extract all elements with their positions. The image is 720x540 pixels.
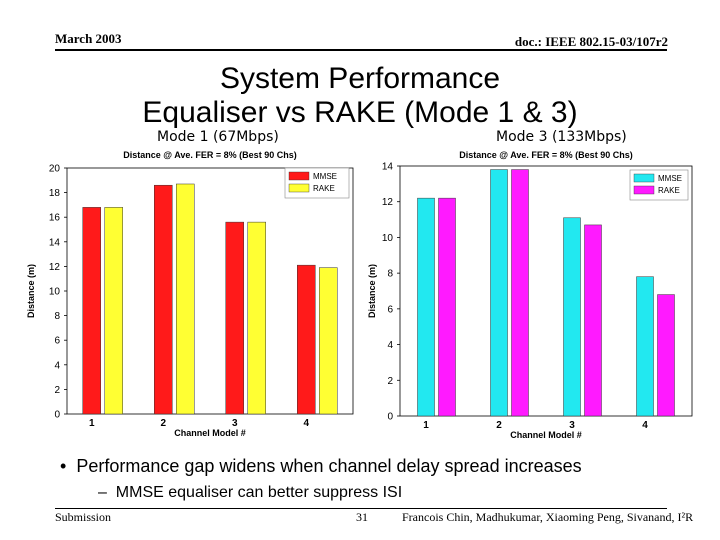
- footer-page-number: 31: [356, 510, 368, 524]
- bullet-text: Performance gap widens when channel dela…: [76, 456, 582, 476]
- y-tick-label: 8: [54, 311, 60, 322]
- sub-bullet-point: – MMSE equaliser can better suppress ISI: [98, 484, 403, 501]
- footer-authors: Francois Chin, Madhukumar, Xiaoming Peng…: [402, 510, 694, 524]
- y-tick-label: 2: [54, 385, 60, 396]
- legend-label-rake: RAKE: [313, 184, 335, 193]
- y-axis-label: Distance (m): [367, 264, 377, 318]
- y-tick-label: 10: [49, 287, 61, 298]
- bar-rake-channel-3: [247, 221, 266, 415]
- y-tick-label: 8: [387, 269, 393, 280]
- mode1-label: Mode 1 (67Mbps): [155, 129, 281, 145]
- header-document-id: doc.: IEEE 802.15-03/107r2: [514, 34, 668, 49]
- y-tick-label: 0: [54, 410, 60, 421]
- x-tick-label: 4: [642, 420, 648, 431]
- legend-swatch-rake: [633, 185, 655, 195]
- mode3-label: Mode 3 (133Mbps): [494, 129, 629, 145]
- y-tick-label: 12: [382, 197, 394, 208]
- bar-mmse-channel-4: [297, 264, 316, 415]
- y-tick-label: 10: [382, 233, 394, 244]
- legend-label-mmse: MMSE: [313, 172, 337, 181]
- bar-rake-channel-2: [511, 169, 529, 417]
- y-tick-label: 12: [49, 262, 61, 273]
- bar-mmse-channel-4: [636, 276, 654, 417]
- x-tick-label: 4: [303, 418, 309, 429]
- bar-rake-channel-1: [438, 197, 456, 417]
- footer-submission: Submission: [55, 510, 112, 524]
- y-tick-label: 14: [49, 237, 61, 248]
- bar-mmse-channel-3: [225, 221, 244, 415]
- slide-title: System Performance: [219, 62, 501, 95]
- chart-mode1: Distance @ Ave. FER = 8% (Best 90 Chs) 0 2…: [22, 146, 354, 440]
- y-tick-label: 6: [387, 304, 393, 315]
- x-axis-label: Channel Model #: [510, 430, 582, 440]
- bar-rake-channel-3: [584, 224, 602, 417]
- x-tick-label: 2: [496, 420, 502, 431]
- y-tick-label: 4: [54, 360, 60, 371]
- bar-rake-channel-4: [657, 294, 675, 417]
- x-tick-label: 1: [423, 420, 429, 431]
- x-tick-label: 1: [89, 418, 95, 429]
- bar-rake-channel-1: [104, 207, 123, 415]
- bar-mmse-channel-3: [563, 217, 581, 417]
- footer-rule: [55, 508, 667, 509]
- bullet-point: • Performance gap widens when channel de…: [60, 456, 582, 476]
- x-tick-label: 3: [569, 420, 575, 431]
- bar-mmse-channel-1: [82, 207, 101, 415]
- header-rule: [55, 49, 667, 51]
- chart-mode3: Distance @ Ave. FER = 8% (Best 90 Chs) 0 2…: [362, 146, 698, 440]
- bar-mmse-channel-2: [490, 169, 508, 417]
- bar-rake-channel-2: [176, 183, 195, 415]
- legend-label-rake: RAKE: [658, 186, 680, 195]
- legend-swatch-rake: [288, 183, 310, 193]
- y-tick-label: 6: [54, 336, 60, 347]
- sub-bullet-text: MMSE equaliser can better suppress ISI: [115, 484, 403, 501]
- chart-title: Distance @ Ave. FER = 8% (Best 90 Chs): [123, 150, 296, 160]
- y-tick-label: 2: [387, 376, 393, 387]
- y-tick-label: 14: [382, 162, 394, 173]
- x-tick-label: 3: [232, 418, 238, 429]
- x-axis-label: Channel Model #: [174, 428, 246, 438]
- bar-mmse-channel-1: [417, 197, 435, 417]
- y-tick-label: 0: [387, 412, 393, 423]
- y-tick-label: 20: [49, 164, 61, 175]
- header-date: March 2003: [55, 31, 122, 46]
- legend-swatch-mmse: [288, 171, 310, 181]
- y-tick-label: 18: [49, 188, 61, 199]
- chart-title: Distance @ Ave. FER = 8% (Best 90 Chs): [459, 150, 632, 160]
- slide-subtitle: Equaliser vs RAKE (Mode 1 & 3): [142, 96, 578, 129]
- bar-mmse-channel-2: [154, 184, 173, 415]
- y-tick-label: 16: [49, 213, 61, 224]
- y-tick-label: 4: [387, 340, 393, 351]
- bar-rake-channel-4: [319, 267, 338, 415]
- x-tick-label: 2: [160, 418, 166, 429]
- y-axis-label: Distance (m): [26, 264, 36, 318]
- legend-swatch-mmse: [633, 173, 655, 183]
- legend-label-mmse: MMSE: [658, 174, 682, 183]
